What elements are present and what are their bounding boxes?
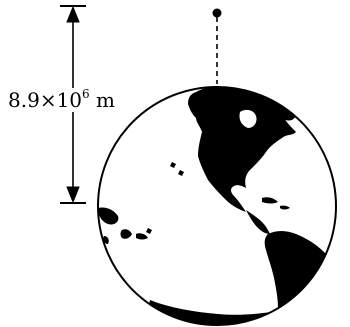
label-times-sign: × [39, 88, 57, 112]
label-unit: m [96, 88, 115, 112]
label-exponent: 6 [82, 87, 90, 101]
hudson-bay [239, 109, 257, 128]
hawaii-islands [170, 162, 184, 176]
distance-label: 8.9×106 m [8, 88, 138, 112]
label-mantissa: 8.9 [8, 88, 40, 112]
satellite-dot [212, 8, 222, 18]
south-america-landmass [264, 231, 333, 325]
dimension-arrowhead-down [66, 186, 80, 204]
north-america-landmass [188, 87, 296, 212]
earth-globe [97, 86, 337, 326]
label-base: 10 [56, 88, 83, 112]
central-america-landmass [246, 210, 270, 234]
caribbean-islands [262, 197, 290, 210]
dimension-arrowhead-up [66, 5, 80, 23]
oceania-islands [98, 207, 152, 244]
